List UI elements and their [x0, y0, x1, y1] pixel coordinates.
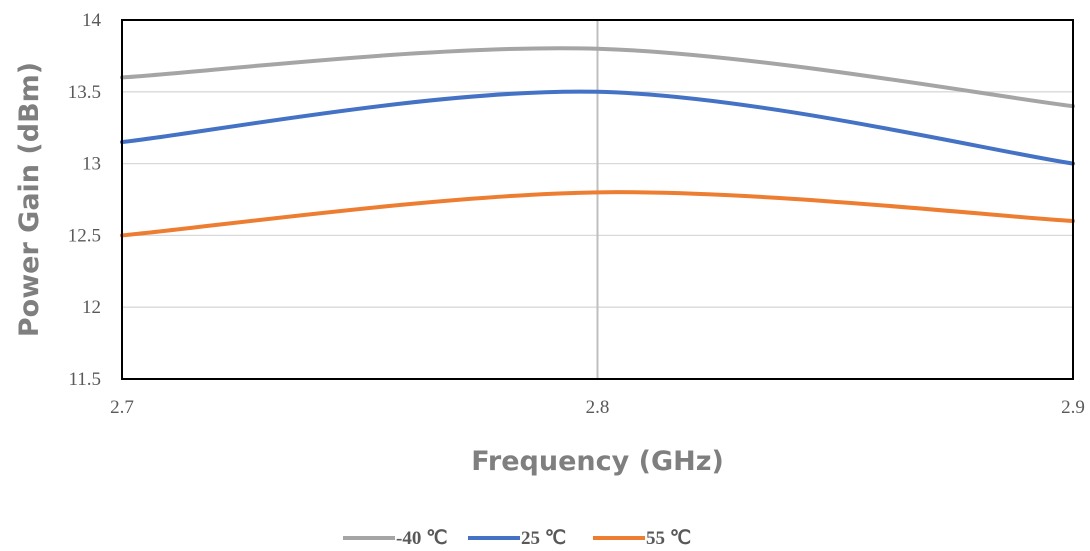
legend: -40 ℃ 25 ℃ 55 ℃ — [343, 528, 691, 549]
legend-label-0: -40 ℃ — [396, 528, 447, 549]
x-tick-label-1: 2.8 — [586, 397, 610, 418]
x-axis-title: Frequency (GHz) — [471, 446, 724, 477]
legend-label-1: 25 ℃ — [521, 528, 566, 549]
y-tick-label-1: 12 — [82, 297, 101, 318]
series-line-0 — [120, 46, 1075, 109]
x-axis-tick-labels: 2.7 2.8 2.9 — [110, 397, 1085, 418]
y-axis-title: Power Gain (dBm) — [14, 62, 45, 337]
x-tick-label-0: 2.7 — [110, 397, 134, 418]
y-tick-label-3: 13 — [82, 154, 101, 175]
x-tick-label-2: 2.9 — [1061, 397, 1085, 418]
y-tick-label-4: 13.5 — [68, 82, 101, 103]
series-line-2 — [120, 190, 1075, 238]
y-axis-tick-labels: 11.5 12 12.5 13 13.5 14 — [68, 10, 102, 390]
y-tick-label-0: 11.5 — [68, 369, 101, 390]
y-tick-label-2: 12.5 — [68, 225, 101, 246]
series-line-1 — [120, 89, 1075, 166]
legend-label-2: 55 ℃ — [646, 528, 691, 549]
plot-area-border — [121, 19, 1074, 380]
y-tick-label-5: 14 — [82, 10, 102, 31]
series-lines — [120, 46, 1075, 238]
